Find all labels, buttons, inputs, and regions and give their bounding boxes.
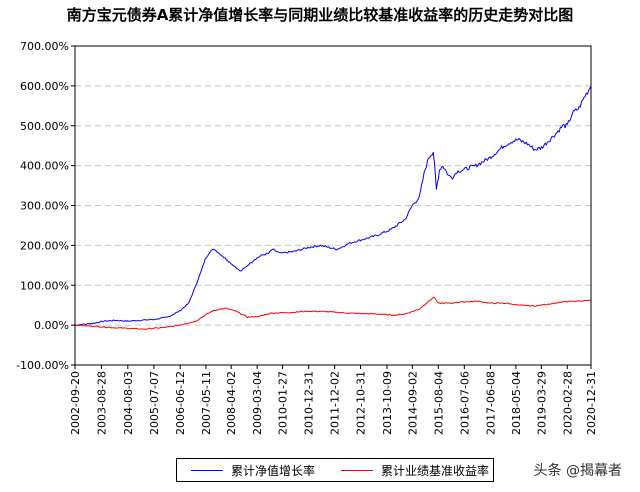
x-tick-label: 2020-02-28: [561, 371, 574, 435]
x-tick-label: 2002-09-20: [69, 371, 82, 435]
x-tick-label: 2010-01-27: [277, 371, 290, 435]
x-tick-label: 2004-08-03: [122, 371, 135, 435]
chart-title: 南方宝元债券A累计净值增长率与同期业绩比较基准收益率的历史走势对比图: [66, 6, 574, 24]
y-tick-label: 700.00%: [20, 40, 69, 53]
x-tick-label: 2018-05-04: [510, 371, 523, 435]
series-layer: [74, 85, 592, 330]
x-tick-label: 2010-12-31: [303, 371, 316, 435]
series-line-benchmark: [74, 296, 592, 330]
y-axis: -100.00% 0.00% 100.00% 200.00% 300.00% 400.00…: [16, 40, 75, 372]
x-axis: 2002-09-20 2003-08-28 2004-08-03 2005-07-07…: [69, 365, 598, 435]
y-tick-label: 100.00%: [20, 279, 69, 292]
legend-item-nav-growth: 累计净值增长率: [191, 463, 341, 479]
x-tick-label: 2012-10-31: [354, 371, 367, 435]
y-tick-label: 0.00%: [34, 319, 69, 332]
x-tick-label: 2019-03-29: [535, 371, 548, 435]
series-line-nav-growth: [74, 85, 592, 326]
legend-item-benchmark: 累计业绩基准收益率: [341, 463, 491, 479]
y-tick-label: 200.00%: [20, 239, 69, 252]
plot-frame: [74, 45, 592, 366]
legend-swatch-blue: [191, 470, 223, 471]
y-tick-label: -100.00%: [16, 359, 69, 372]
x-tick-label: 2009-03-04: [251, 371, 264, 435]
x-tick-label: 2006-06-12: [174, 371, 187, 435]
x-tick-label: 2014-09-02: [406, 371, 419, 435]
x-tick-label: 2007-05-11: [200, 371, 213, 435]
y-tick-label: 500.00%: [20, 120, 69, 133]
x-tick-label: 2013-10-09: [381, 371, 394, 435]
legend: 累计净值增长率 累计业绩基准收益率: [176, 458, 494, 482]
x-tick-label: 2003-08-28: [95, 371, 108, 435]
watermark-text: 头条 @揭幕者: [533, 463, 622, 479]
x-tick-label: 2017-06-08: [484, 371, 497, 435]
x-tick-label: 2020-12-31: [585, 371, 598, 435]
x-tick-label: 2016-07-06: [458, 371, 471, 435]
legend-label: 累计净值增长率: [231, 464, 316, 478]
y-tick-label: 300.00%: [20, 200, 69, 213]
gridlines: [75, 85, 591, 326]
y-tick-label: 400.00%: [20, 160, 69, 173]
legend-label: 累计业绩基准收益率: [381, 464, 490, 478]
y-tick-label: 600.00%: [20, 80, 69, 93]
x-tick-label: 2008-04-02: [225, 371, 238, 435]
x-tick-label: 2005-07-07: [148, 371, 161, 435]
x-tick-label: 2011-12-02: [329, 371, 342, 435]
x-tick-label: 2015-08-04: [432, 371, 445, 435]
legend-swatch-red: [341, 470, 373, 471]
